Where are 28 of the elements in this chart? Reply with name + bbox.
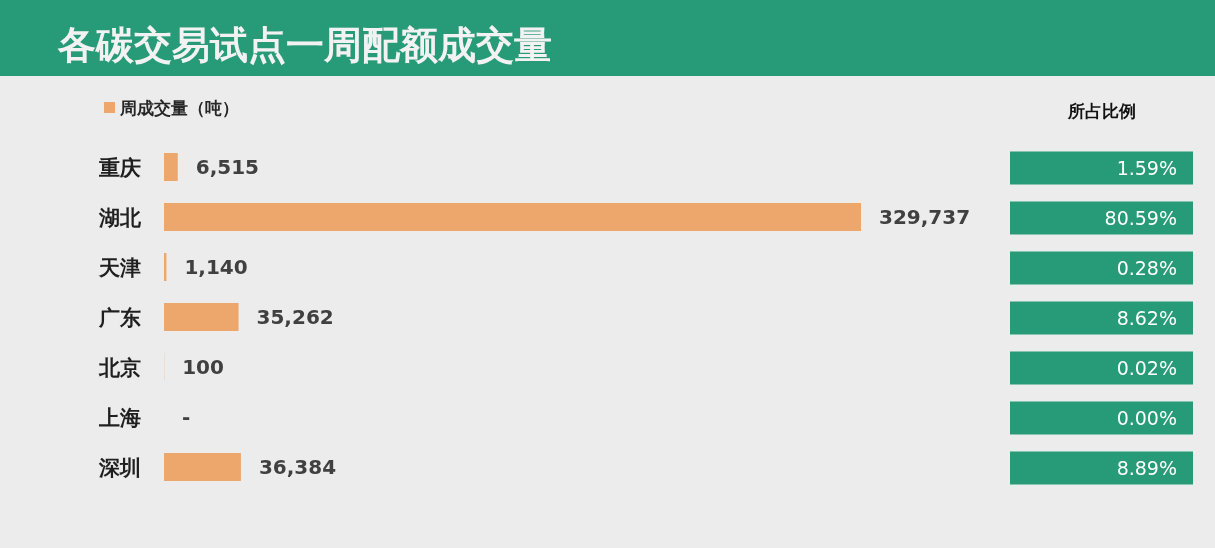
text: 所占比例 xyxy=(1066,101,1136,122)
text: 8.62% xyxy=(1116,306,1177,329)
bar xyxy=(164,203,861,231)
bar xyxy=(164,303,239,331)
text: 0.28% xyxy=(1116,256,1177,279)
y-tick-label: 深圳 xyxy=(98,455,141,480)
data-label: 329,737 xyxy=(879,205,971,230)
bar xyxy=(164,153,178,181)
data-label: 36,384 xyxy=(258,455,337,480)
y-tick-label: 重庆 xyxy=(98,155,141,180)
text: 80.59% xyxy=(1104,206,1177,229)
bar xyxy=(164,453,241,481)
text: 1.59% xyxy=(1116,156,1177,179)
y-tick-label: 天津 xyxy=(98,255,141,280)
data-label: 100 xyxy=(182,355,224,380)
chart-title: 各碳交易试点一周配额成交量 xyxy=(57,23,552,67)
data-label: 1,140 xyxy=(184,255,248,280)
data-label: 35,262 xyxy=(256,305,334,330)
data-label: 6,515 xyxy=(195,155,260,180)
y-tick-label: 湖北 xyxy=(98,205,142,230)
text: 0.00% xyxy=(1116,406,1177,429)
data-label: - xyxy=(182,405,191,430)
text: 8.89% xyxy=(1116,456,1177,479)
legend-label: 周成交量（吨） xyxy=(119,97,239,118)
y-tick-label: 上海 xyxy=(98,405,141,430)
y-tick-label: 广东 xyxy=(98,305,141,330)
text: 0.02% xyxy=(1116,356,1177,379)
y-tick-label: 北京 xyxy=(98,355,141,380)
